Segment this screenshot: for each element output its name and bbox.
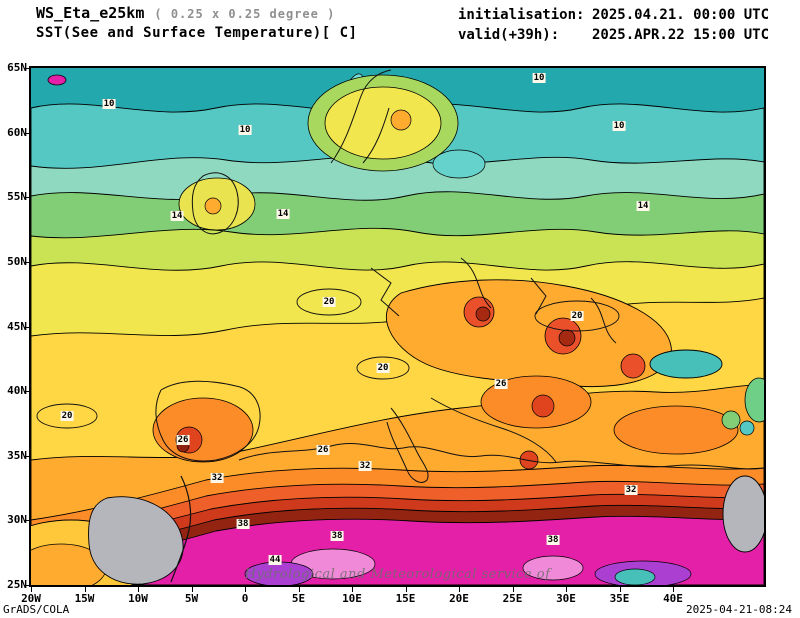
lat-tick-label: 65N (7, 61, 27, 74)
lon-tick-mark (352, 587, 353, 592)
lat-tick-label: 30N (7, 513, 27, 527)
contour-label: 38 (236, 519, 250, 529)
grads-credit: GrADS/COLA (3, 603, 70, 616)
temperature-map-svg (31, 68, 764, 585)
contour-label: 10 (532, 73, 546, 83)
contour-label: 10 (102, 99, 116, 109)
lon-tick-mark (459, 587, 460, 592)
lon-tick-label: 10E (342, 592, 362, 605)
contour-label: 26 (176, 435, 190, 445)
lon-tick-label: 30E (556, 592, 576, 605)
lon-tick-label: 10W (128, 592, 148, 605)
init-value: 2025.04.21. 00:00 UTC (592, 7, 770, 23)
contour-label: 32 (624, 485, 638, 495)
valid-value: 2025.APR.22 15:00 UTC (592, 27, 770, 43)
contour-label: 26 (316, 445, 330, 455)
contour-label: 20 (376, 363, 390, 373)
header-line-1: WS_Eta_e25km ( 0.25 x 0.25 degree ) (36, 4, 335, 22)
lon-tick-mark (566, 587, 567, 592)
lon-tick-mark (84, 587, 86, 592)
contour-label: 14 (636, 201, 650, 211)
contour-label: 10 (612, 121, 626, 131)
contour-label: 38 (330, 531, 344, 541)
grid-resolution: ( 0.25 x 0.25 degree ) (154, 7, 336, 21)
anomaly-blobs (31, 73, 764, 585)
lat-tick-label: 25N (7, 578, 27, 591)
lon-tick-mark (512, 587, 514, 592)
init-time-row: initialisation: 2025.04.21. 00:00 UTC (458, 5, 769, 25)
model-name: WS_Eta_e25km (36, 4, 145, 22)
lon-tick-mark (191, 587, 193, 592)
lon-tick-mark (298, 587, 300, 592)
contour-label: 20 (570, 311, 584, 321)
lat-tick-label: 50N (7, 254, 27, 268)
lon-tick-mark (245, 587, 246, 592)
contour-label: 32 (210, 473, 224, 483)
lon-tick-label: 0 (241, 592, 249, 605)
lon-tick-label: 15E (395, 592, 416, 605)
coastline-and-contour-lines (36, 69, 764, 583)
contour-labels: 10 10 10 10 14 14 14 20 20 20 20 26 26 26 32 32 32 38 38 38… (31, 68, 764, 585)
map-watermark: Hydrological and Meteorological service … (244, 567, 551, 582)
lon-tick-label: 20E (449, 592, 469, 605)
contour-label: 44 (268, 555, 282, 565)
temperature-bands (31, 68, 764, 585)
init-label: initialisation: (458, 7, 585, 23)
lon-tick-label: 35E (609, 592, 630, 605)
lon-tick-label: 15W (74, 592, 95, 605)
map-frame: 10 10 10 10 14 14 14 20 20 20 20 26 26 26 32 32 32 38 38 38… (29, 66, 766, 587)
lon-tick-mark (31, 587, 32, 592)
lat-tick-label: 40N (7, 384, 27, 398)
lon-tick-mark (619, 587, 621, 592)
lat-tick-label: 35N (7, 448, 27, 462)
contour-label: 38 (546, 535, 560, 545)
valid-time-row: valid(+39h): 2025.APR.22 15:00 UTC (458, 25, 769, 45)
contour-label: 10 (238, 125, 252, 135)
valid-label: valid(+39h): (458, 27, 560, 43)
lon-tick-label: 25E (502, 592, 523, 605)
creation-timestamp: 2025-04-21-08:24 (686, 603, 792, 616)
contour-label: 20 (60, 411, 74, 421)
lon-tick-mark (673, 587, 674, 592)
lon-tick-mark (138, 587, 139, 592)
lat-tick-label: 45N (7, 319, 27, 333)
contour-label: 14 (276, 209, 290, 219)
lon-tick-label: 5E (291, 592, 306, 605)
forecast-times: initialisation: 2025.04.21. 00:00 UTC val… (458, 5, 769, 45)
lat-tick-label: 60N (7, 125, 27, 139)
variable-title: SST(See and Surface Temperature)[ C] (36, 25, 358, 41)
lon-tick-label: 5W (184, 592, 199, 605)
lat-tick-label: 55N (7, 190, 27, 204)
contour-label: 26 (494, 379, 508, 389)
lon-tick-mark (405, 587, 407, 592)
contour-label: 20 (322, 297, 336, 307)
contour-label: 32 (358, 461, 372, 471)
contour-label: 14 (170, 211, 184, 221)
